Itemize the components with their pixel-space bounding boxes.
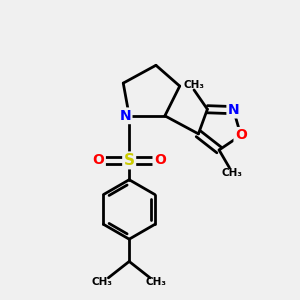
Text: CH₃: CH₃: [222, 168, 243, 178]
Text: O: O: [93, 153, 104, 167]
Text: CH₃: CH₃: [146, 277, 167, 287]
Text: S: S: [124, 153, 135, 168]
Text: CH₃: CH₃: [92, 277, 113, 287]
Text: O: O: [154, 153, 166, 167]
Text: CH₃: CH₃: [184, 80, 205, 90]
Text: N: N: [119, 109, 131, 123]
Text: N: N: [228, 103, 239, 117]
Text: O: O: [235, 128, 247, 142]
